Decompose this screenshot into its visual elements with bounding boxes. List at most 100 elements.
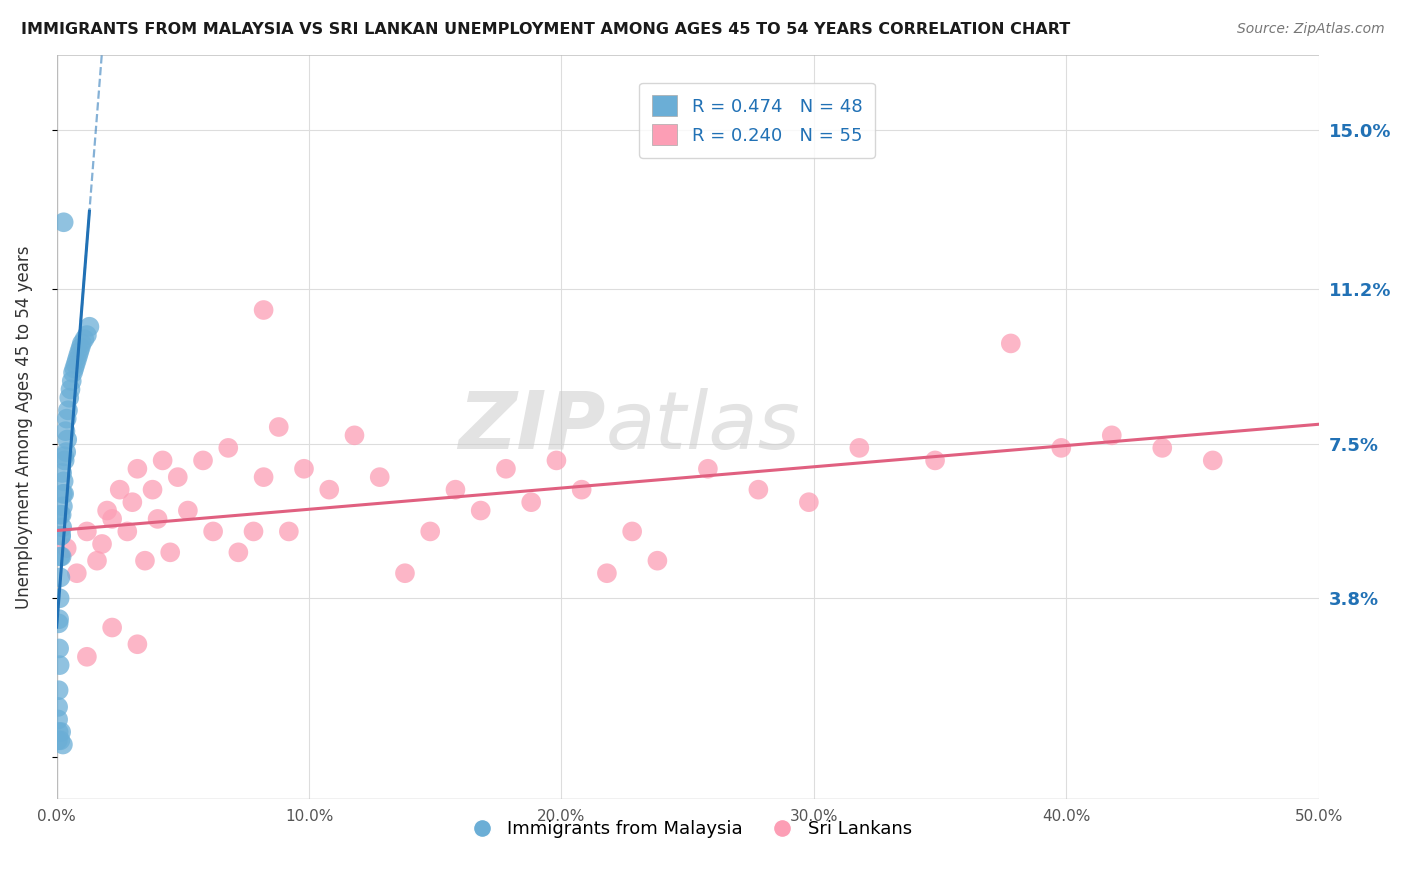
- Point: [228, 545, 250, 559]
- Point: [368, 470, 391, 484]
- Point: [55, 541, 77, 556]
- Point: [55, 411, 77, 425]
- Point: [55, 445, 77, 459]
- Point: [51, 508, 73, 522]
- Point: [159, 545, 181, 559]
- Point: [318, 483, 340, 497]
- Text: IMMIGRANTS FROM MALAYSIA VS SRI LANKAN UNEMPLOYMENT AMONG AGES 45 TO 54 YEARS CO: IMMIGRANTS FROM MALAYSIA VS SRI LANKAN U…: [21, 22, 1070, 37]
- Point: [48, 725, 70, 739]
- Point: [67, 349, 90, 363]
- Point: [76, 649, 98, 664]
- Text: atlas: atlas: [606, 388, 800, 466]
- Point: [444, 483, 467, 497]
- Point: [60, 374, 83, 388]
- Point: [48, 658, 70, 673]
- Point: [59, 383, 82, 397]
- Point: [49, 570, 72, 584]
- Point: [495, 462, 517, 476]
- Point: [621, 524, 644, 539]
- Point: [49, 528, 72, 542]
- Point: [49, 725, 72, 739]
- Point: [217, 441, 239, 455]
- Point: [48, 612, 70, 626]
- Point: [277, 524, 299, 539]
- Point: [1202, 453, 1225, 467]
- Point: [56, 433, 79, 447]
- Point: [66, 566, 89, 581]
- Point: [52, 475, 75, 489]
- Point: [91, 537, 114, 551]
- Point: [1152, 441, 1174, 455]
- Point: [292, 462, 315, 476]
- Point: [79, 319, 101, 334]
- Point: [191, 453, 214, 467]
- Point: [76, 524, 98, 539]
- Text: Source: ZipAtlas.com: Source: ZipAtlas.com: [1237, 22, 1385, 37]
- Point: [166, 470, 188, 484]
- Point: [242, 524, 264, 539]
- Point: [52, 500, 75, 514]
- Point: [394, 566, 416, 581]
- Point: [121, 495, 143, 509]
- Point: [58, 391, 80, 405]
- Point: [73, 332, 96, 346]
- Point: [202, 524, 225, 539]
- Point: [53, 487, 76, 501]
- Point: [48, 641, 70, 656]
- Point: [134, 554, 156, 568]
- Point: [49, 508, 72, 522]
- Point: [797, 495, 820, 509]
- Point: [546, 453, 568, 467]
- Point: [67, 344, 90, 359]
- Point: [69, 341, 91, 355]
- Point: [46, 733, 69, 747]
- Point: [747, 483, 769, 497]
- Point: [53, 449, 76, 463]
- Point: [52, 215, 75, 229]
- Point: [146, 512, 169, 526]
- Point: [62, 366, 84, 380]
- Point: [52, 738, 75, 752]
- Point: [470, 503, 492, 517]
- Point: [48, 591, 70, 606]
- Point: [101, 512, 124, 526]
- Point: [53, 453, 76, 467]
- Legend: Immigrants from Malaysia, Sri Lankans: Immigrants from Malaysia, Sri Lankans: [457, 814, 920, 846]
- Point: [343, 428, 366, 442]
- Point: [70, 336, 93, 351]
- Point: [252, 303, 274, 318]
- Point: [419, 524, 441, 539]
- Point: [86, 554, 108, 568]
- Point: [571, 483, 593, 497]
- Point: [51, 466, 73, 480]
- Point: [647, 554, 669, 568]
- Point: [127, 637, 149, 651]
- Text: ZIP: ZIP: [458, 388, 606, 466]
- Point: [49, 549, 72, 564]
- Y-axis label: Unemployment Among Ages 45 to 54 years: Unemployment Among Ages 45 to 54 years: [15, 245, 32, 608]
- Point: [96, 503, 118, 517]
- Point: [52, 487, 75, 501]
- Point: [55, 424, 77, 438]
- Point: [848, 441, 870, 455]
- Point: [49, 733, 72, 747]
- Point: [1000, 336, 1022, 351]
- Point: [46, 700, 69, 714]
- Point: [51, 520, 73, 534]
- Point: [141, 483, 163, 497]
- Point: [696, 462, 718, 476]
- Point: [924, 453, 946, 467]
- Point: [66, 353, 89, 368]
- Point: [76, 328, 98, 343]
- Point: [63, 361, 86, 376]
- Point: [46, 713, 69, 727]
- Point: [101, 621, 124, 635]
- Point: [1101, 428, 1123, 442]
- Point: [117, 524, 139, 539]
- Point: [51, 549, 73, 564]
- Point: [152, 453, 174, 467]
- Point: [48, 616, 70, 631]
- Point: [48, 683, 70, 698]
- Point: [127, 462, 149, 476]
- Point: [596, 566, 619, 581]
